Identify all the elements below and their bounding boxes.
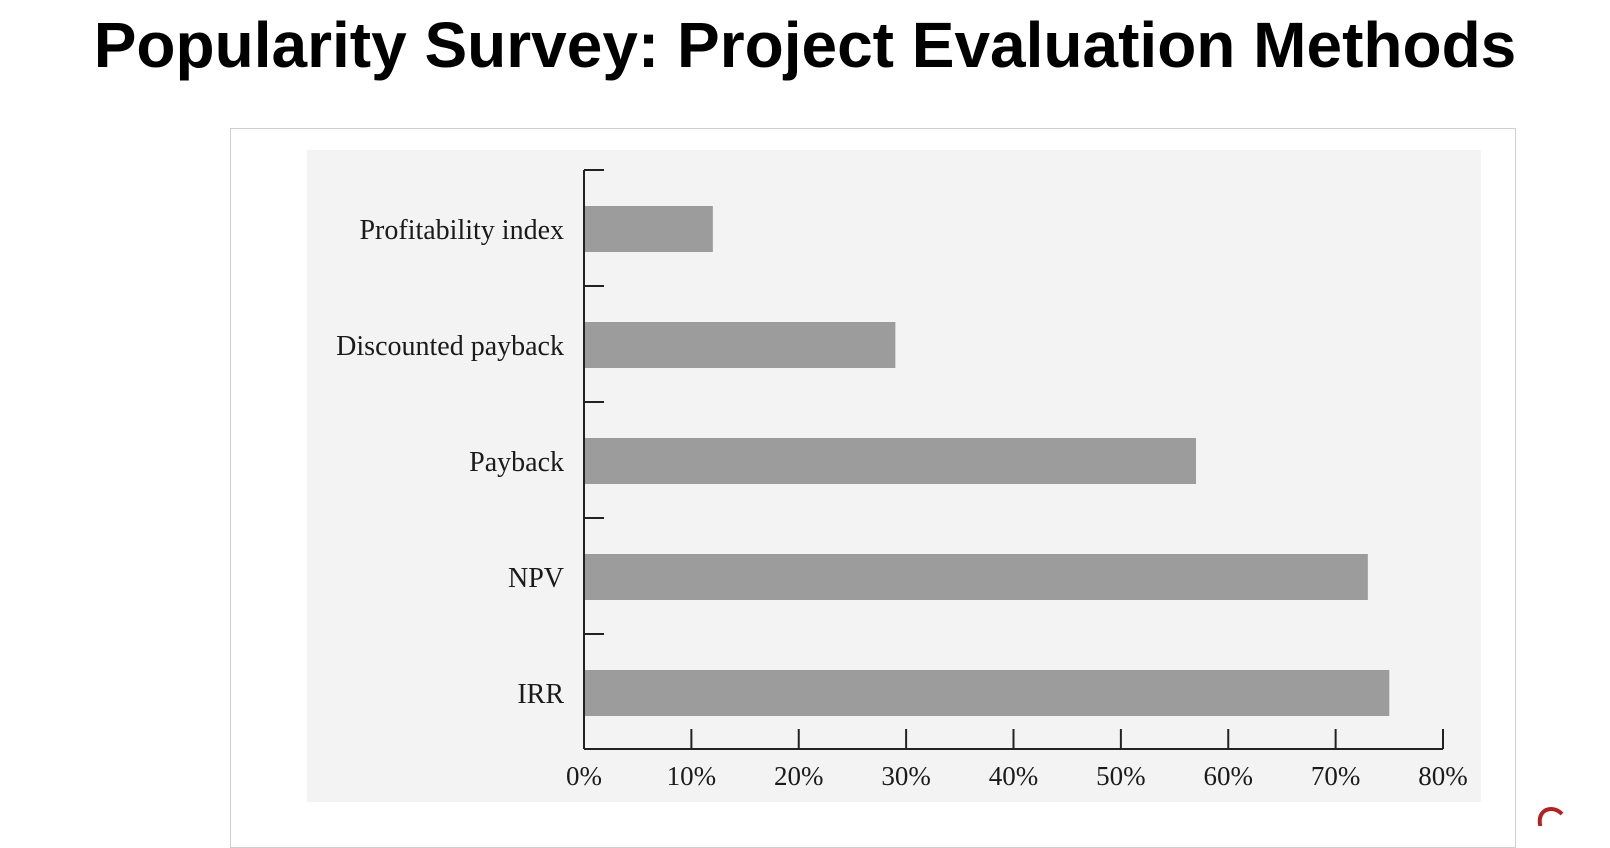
x-tick-label: 20% bbox=[774, 761, 824, 791]
category-label-profitability-index: Profitability index bbox=[359, 215, 564, 246]
bar-discounted-payback bbox=[584, 322, 896, 368]
category-label-irr: IRR bbox=[517, 679, 564, 710]
bar-profitability-index bbox=[584, 206, 713, 252]
x-tick-label: 0% bbox=[566, 761, 602, 791]
bars-group bbox=[584, 206, 1390, 716]
x-tick-label: 10% bbox=[667, 761, 717, 791]
bar-chart: Profitability index Discounted payback Pay… bbox=[307, 150, 1481, 802]
x-tick-label: 70% bbox=[1311, 761, 1361, 791]
corner-logo-fragment bbox=[1532, 800, 1572, 826]
bar-irr bbox=[584, 670, 1390, 716]
x-tick-label: 80% bbox=[1418, 761, 1468, 791]
category-label-discounted-payback: Discounted payback bbox=[336, 331, 564, 362]
labels-group: Profitability index Discounted payback Pay… bbox=[336, 215, 1468, 791]
axes-group bbox=[583, 169, 1444, 750]
bar-npv bbox=[584, 554, 1368, 600]
x-tick-label: 40% bbox=[989, 761, 1039, 791]
bar-payback bbox=[584, 438, 1197, 484]
category-label-npv: NPV bbox=[508, 563, 564, 594]
category-label-payback: Payback bbox=[469, 447, 564, 478]
x-tick-label: 30% bbox=[881, 761, 931, 791]
slide-title: Popularity Survey: Project Evaluation Me… bbox=[93, 9, 1517, 81]
x-tick-label: 60% bbox=[1204, 761, 1254, 791]
x-tick-label: 50% bbox=[1096, 761, 1146, 791]
